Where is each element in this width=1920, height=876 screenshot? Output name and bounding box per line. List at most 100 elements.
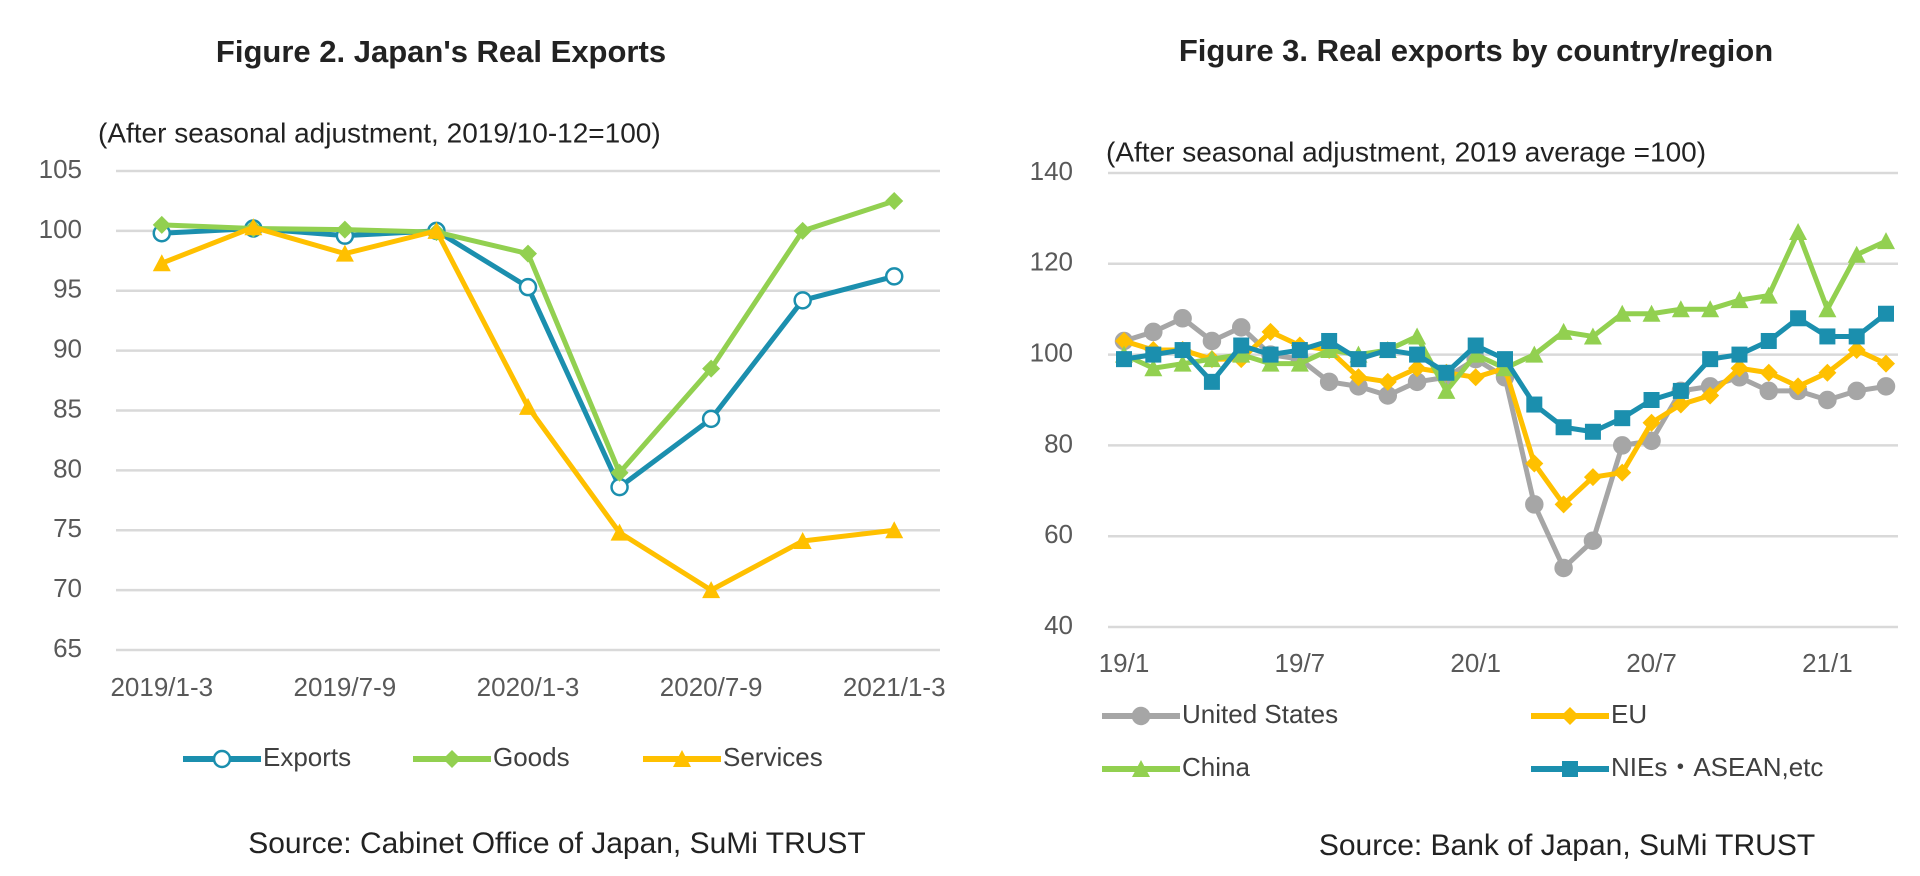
data-point <box>1701 386 1720 405</box>
data-point <box>1759 381 1779 401</box>
data-point <box>1554 322 1573 340</box>
data-point <box>1408 359 1427 378</box>
y-tick-label: 80 <box>53 453 82 483</box>
x-tick-label: 20/7 <box>1626 648 1677 678</box>
data-point <box>1847 341 1866 360</box>
data-point <box>1379 342 1396 359</box>
chart-subtitle: (After seasonal adjustment, 2019/10-12=1… <box>98 117 661 148</box>
data-point <box>1409 346 1426 363</box>
data-point <box>1847 381 1866 401</box>
x-tick-label: 20/1 <box>1450 648 1501 678</box>
data-point <box>610 463 629 482</box>
data-point <box>152 215 171 234</box>
legend-label: NIEs・ASEAN,etc <box>1611 752 1823 782</box>
data-point <box>1789 223 1808 241</box>
data-point <box>1350 351 1367 368</box>
data-point <box>1847 245 1866 263</box>
series-line <box>161 198 895 476</box>
x-tick-label: 2021/1-3 <box>843 672 946 702</box>
data-point <box>1262 346 1279 363</box>
data-point <box>1202 331 1222 351</box>
data-point <box>1203 373 1220 390</box>
x-tick-label: 19/7 <box>1275 648 1326 678</box>
data-point <box>1671 300 1690 318</box>
data-point <box>1437 381 1456 399</box>
data-point <box>1671 395 1690 414</box>
data-point <box>1173 309 1192 328</box>
data-point <box>1759 363 1778 382</box>
data-point <box>1173 354 1192 372</box>
legend-label: United States <box>1182 699 1338 729</box>
x-tick-label: 2019/7-9 <box>294 672 397 702</box>
data-point <box>793 532 812 550</box>
data-point <box>610 523 629 541</box>
y-tick-label: 60 <box>1044 519 1073 549</box>
data-point <box>519 397 537 415</box>
data-point <box>1320 341 1339 359</box>
y-tick-label: 120 <box>1030 247 1073 277</box>
data-point <box>1202 350 1221 368</box>
data-point <box>884 267 904 286</box>
data-point <box>1554 495 1573 514</box>
x-tick-label: 2020/1-3 <box>477 672 580 702</box>
data-point <box>1818 363 1837 382</box>
data-point <box>1789 377 1808 396</box>
legend-label: Goods <box>493 742 570 772</box>
data-point <box>1583 468 1602 487</box>
data-point <box>1144 359 1163 377</box>
y-tick-label: 40 <box>1044 610 1073 640</box>
data-point <box>1614 410 1631 427</box>
data-point <box>1555 419 1572 436</box>
data-point <box>1876 377 1896 396</box>
data-point <box>1261 322 1280 341</box>
data-point <box>1643 392 1660 408</box>
y-tick-label: 100 <box>39 214 82 244</box>
data-point <box>1877 232 1895 250</box>
data-point <box>1642 413 1661 432</box>
data-point <box>1554 558 1573 578</box>
data-point <box>1231 318 1251 337</box>
data-point <box>1819 328 1836 345</box>
data-point <box>152 254 171 272</box>
legend-label: EU <box>1611 699 1647 729</box>
data-point <box>1261 354 1280 372</box>
data-point <box>335 220 354 239</box>
legend-label: Services <box>723 742 823 772</box>
data-point <box>885 521 904 539</box>
data-point <box>1790 310 1807 327</box>
data-point <box>1702 351 1719 368</box>
legend-label: China <box>1182 752 1250 782</box>
data-point <box>1526 396 1543 413</box>
y-tick-label: 80 <box>1044 428 1073 458</box>
data-point <box>1496 359 1514 377</box>
y-tick-label: 95 <box>53 274 82 304</box>
data-point <box>701 409 721 429</box>
data-point <box>1613 463 1632 482</box>
data-point <box>335 244 354 262</box>
x-tick-label: 21/1 <box>1802 648 1853 678</box>
data-point <box>1730 291 1749 309</box>
data-point <box>1408 327 1427 345</box>
data-point <box>1612 436 1632 455</box>
data-point <box>1466 345 1485 363</box>
data-point <box>1291 342 1308 359</box>
chart-title: Figure 2. Japan's Real Exports <box>216 34 666 69</box>
data-point <box>1583 327 1602 345</box>
y-tick-label: 85 <box>53 393 82 423</box>
data-point <box>1759 286 1778 304</box>
data-point <box>1145 346 1162 363</box>
data-point <box>1321 332 1338 349</box>
series-line <box>161 225 895 490</box>
data-point <box>793 291 812 310</box>
legend-marker <box>1131 706 1151 726</box>
data-point <box>702 359 721 378</box>
legend-marker <box>443 750 461 768</box>
x-tick-label: 2020/7-9 <box>660 672 763 702</box>
data-point <box>702 581 721 599</box>
chart-subtitle: (After seasonal adjustment, 2019 average… <box>1106 136 1706 167</box>
y-tick-label: 65 <box>53 633 82 663</box>
data-point <box>793 221 812 240</box>
y-tick-label: 100 <box>1030 337 1073 367</box>
chart-source: Source: Bank of Japan, SuMi TRUST <box>1319 829 1815 862</box>
data-point <box>1144 322 1163 342</box>
